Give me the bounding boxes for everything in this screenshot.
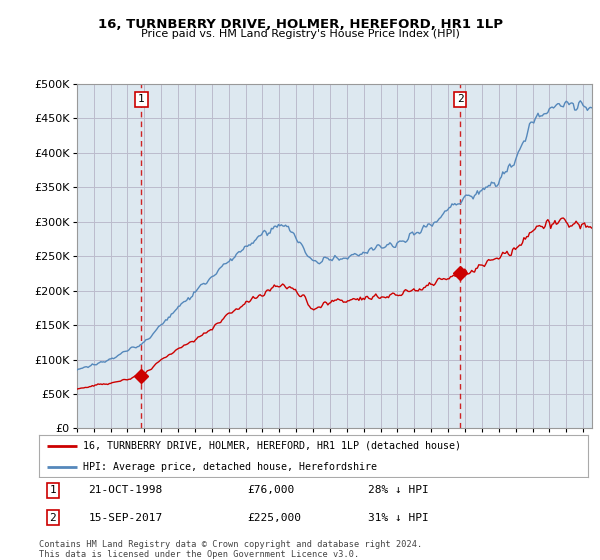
Text: Price paid vs. HM Land Registry's House Price Index (HPI): Price paid vs. HM Land Registry's House … — [140, 29, 460, 39]
Text: Contains HM Land Registry data © Crown copyright and database right 2024.
This d: Contains HM Land Registry data © Crown c… — [39, 540, 422, 559]
Text: 16, TURNBERRY DRIVE, HOLMER, HEREFORD, HR1 1LP: 16, TURNBERRY DRIVE, HOLMER, HEREFORD, H… — [97, 18, 503, 31]
Text: 2: 2 — [49, 512, 56, 522]
Text: £225,000: £225,000 — [248, 512, 302, 522]
Text: HPI: Average price, detached house, Herefordshire: HPI: Average price, detached house, Here… — [83, 461, 377, 472]
Text: 1: 1 — [138, 94, 145, 104]
Text: 1: 1 — [49, 486, 56, 496]
Text: 28% ↓ HPI: 28% ↓ HPI — [368, 486, 429, 496]
Text: 2: 2 — [457, 94, 463, 104]
Text: 21-OCT-1998: 21-OCT-1998 — [88, 486, 163, 496]
Text: 31% ↓ HPI: 31% ↓ HPI — [368, 512, 429, 522]
Text: 15-SEP-2017: 15-SEP-2017 — [88, 512, 163, 522]
Text: £76,000: £76,000 — [248, 486, 295, 496]
Text: 16, TURNBERRY DRIVE, HOLMER, HEREFORD, HR1 1LP (detached house): 16, TURNBERRY DRIVE, HOLMER, HEREFORD, H… — [83, 441, 461, 451]
